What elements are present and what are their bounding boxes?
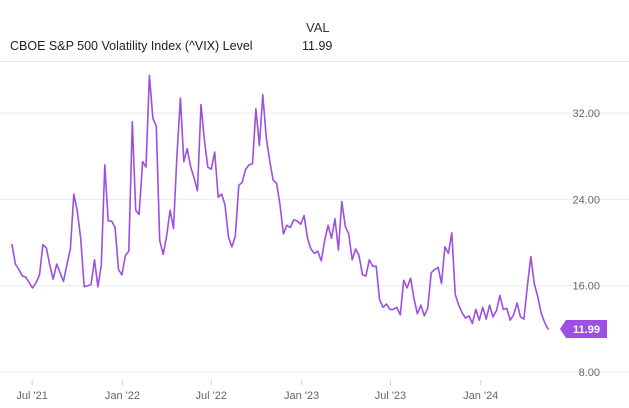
latest-value-label: 11.99 <box>573 324 600 336</box>
x-axis-labels: Jul '21 Jan '22 Jul '22 Jan '23 Jul '23 Jan '… <box>16 380 498 402</box>
y-axis-labels: 8.00 16.00 24.00 32.00 <box>572 108 600 379</box>
legend-value-header: VAL <box>306 20 330 35</box>
y-tick-label: 24.00 <box>572 194 600 206</box>
x-tick-label: Jul '22 <box>196 390 227 402</box>
series-layer <box>11 74 549 330</box>
legend-latest-value: 11.99 <box>302 39 333 53</box>
vix-series-line[interactable] <box>11 74 549 330</box>
x-tick-label: Jul '23 <box>375 390 406 402</box>
x-tick-label: Jan '23 <box>284 390 319 402</box>
y-tick-label: 8.00 <box>579 367 600 379</box>
latest-value-badge-shape <box>560 319 607 338</box>
legend-series-name[interactable]: CBOE S&P 500 Volatility Index (^VIX) Lev… <box>10 39 253 53</box>
gridlines <box>0 112 629 373</box>
y-tick-label: 16.00 <box>572 281 600 293</box>
y-tick-label: 32.00 <box>572 108 600 120</box>
x-tick-label: Jan '22 <box>105 390 140 402</box>
x-tick-label: Jan '24 <box>463 390 498 402</box>
legend: VAL CBOE S&P 500 Volatility Index (^VIX)… <box>0 0 629 62</box>
legend-divider <box>0 61 629 62</box>
latest-value-badge: 11.99 <box>560 319 607 338</box>
x-tick-label: Jul '21 <box>16 390 47 402</box>
